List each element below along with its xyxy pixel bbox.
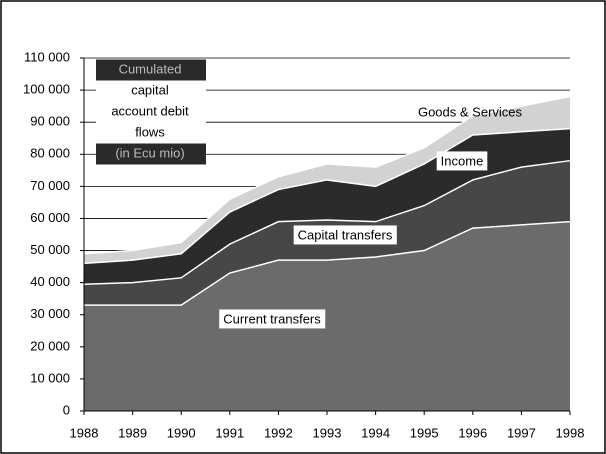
chart-title: (in Ecu mio) [115, 145, 184, 160]
title-band [96, 59, 206, 81]
x-tick-label: 1998 [556, 425, 585, 440]
y-tick-label: 90 000 [30, 114, 70, 129]
x-tick-label: 1990 [167, 425, 196, 440]
y-tick-label: 30 000 [30, 306, 70, 321]
y-tick-label: 100 000 [23, 82, 70, 97]
series-label: Current transfers [223, 311, 321, 326]
title-band [96, 143, 206, 165]
x-tick-label: 1992 [264, 425, 293, 440]
series-label: Capital transfers [298, 227, 393, 242]
y-tick-label: 110 000 [24, 49, 70, 64]
area-edge [84, 220, 571, 306]
x-tick-label: 1989 [118, 425, 147, 440]
x-tick-label: 1991 [215, 425, 244, 440]
y-tick-label: 70 000 [30, 178, 70, 193]
series-label: Income [441, 153, 484, 168]
title-band [96, 80, 206, 102]
x-tick-label: 1996 [458, 425, 487, 440]
y-tick-label: 40 000 [30, 274, 70, 289]
chart-title: Cumulated [119, 61, 182, 76]
area-edge [83, 95, 571, 255]
x-tick-label: 1994 [361, 425, 390, 440]
title-band [96, 101, 206, 123]
label-box [219, 309, 326, 329]
area-edge [83, 159, 571, 285]
series-label: Goods & Services [418, 104, 523, 119]
chart-title: capital [131, 82, 169, 97]
y-tick-label: 80 000 [30, 146, 70, 161]
y-tick-label: 10 000 [30, 370, 70, 385]
chart-title: flows [135, 124, 165, 139]
y-tick-label: 60 000 [30, 210, 70, 225]
title-band [96, 122, 206, 144]
y-tick-label: 0 [63, 402, 70, 417]
x-tick-label: 1993 [313, 425, 342, 440]
x-tick-label: 1988 [70, 425, 99, 440]
area-edge [83, 127, 571, 265]
y-tick-label: 20 000 [30, 338, 70, 353]
label-box [436, 151, 488, 171]
x-tick-label: 1995 [410, 425, 439, 440]
y-tick-label: 50 000 [30, 242, 70, 257]
x-tick-label: 1997 [507, 425, 536, 440]
chart-title: account debit [111, 103, 189, 118]
label-box [293, 225, 397, 245]
area [84, 221, 570, 411]
